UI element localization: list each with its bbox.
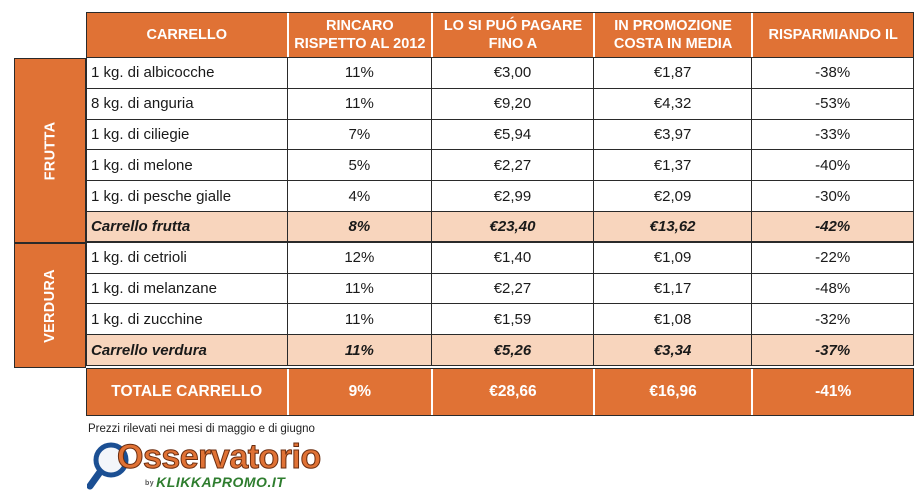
total-max-price: €28,66 — [431, 369, 593, 415]
table-row: 1 kg. di ciliegie 7% €5,94 €3,97 -33% — [86, 119, 914, 151]
header-rincaro: RINCARO RISPETTO AL 2012 — [286, 13, 432, 57]
table-row: 1 kg. di albicocche 11% €3,00 €1,87 -38% — [86, 58, 914, 89]
table-row: 1 kg. di pesche gialle 4% €2,99 €2,09 -3… — [86, 181, 914, 212]
group-label-verdura: VERDURA — [14, 243, 86, 368]
header-promo-price: IN PROMOZIONE COSTA IN MEDIA — [592, 13, 752, 57]
price-table: CARRELLO RINCARO RISPETTO AL 2012 LO SI … — [14, 12, 914, 416]
total-savings: -41% — [751, 369, 913, 415]
total-label: TOTALE CARRELLO — [111, 383, 263, 400]
header-carrello: CARRELLO — [146, 27, 228, 43]
table-row: 8 kg. di anguria 11% €9,20 €4,32 -53% — [86, 88, 914, 120]
table-row: 1 kg. di melone 5% €2,27 €1,37 -40% — [86, 150, 914, 182]
table-body: 1 kg. di albicocche 11% €3,00 €1,87 -38%… — [86, 58, 914, 366]
table-row: 1 kg. di zucchine 11% €1,59 €1,08 -32% — [86, 304, 914, 336]
osservatorio-logo: Osservatorio by KLIKKAPROMO.IT — [87, 438, 322, 492]
subtotal-row-frutta: Carrello frutta 8% €23,40 €13,62 -42% — [86, 211, 914, 243]
table-row: 1 kg. di cetrioli 12% €1,40 €1,09 -22% — [86, 242, 914, 274]
table-header: CARRELLO RINCARO RISPETTO AL 2012 LO SI … — [86, 12, 914, 58]
total-row: TOTALE CARRELLO 9% €28,66 €16,96 -41% — [86, 368, 914, 416]
header-max-price: LO SI PUÓ PAGARE FINO A — [431, 13, 593, 57]
total-rincaro: 9% — [286, 369, 432, 415]
total-promo-price: €16,96 — [592, 369, 752, 415]
magnifier-icon — [87, 442, 129, 490]
group-label-frutta: FRUTTA — [14, 58, 86, 243]
table-row: 1 kg. di melanzane 11% €2,27 €1,17 -48% — [86, 273, 914, 305]
subtotal-row-verdura: Carrello verdura 11% €5,26 €3,34 -37% — [86, 335, 914, 366]
footnote: Prezzi rilevati nei mesi di maggio e di … — [88, 423, 315, 435]
header-savings: RISPARMIANDO IL — [751, 13, 913, 57]
